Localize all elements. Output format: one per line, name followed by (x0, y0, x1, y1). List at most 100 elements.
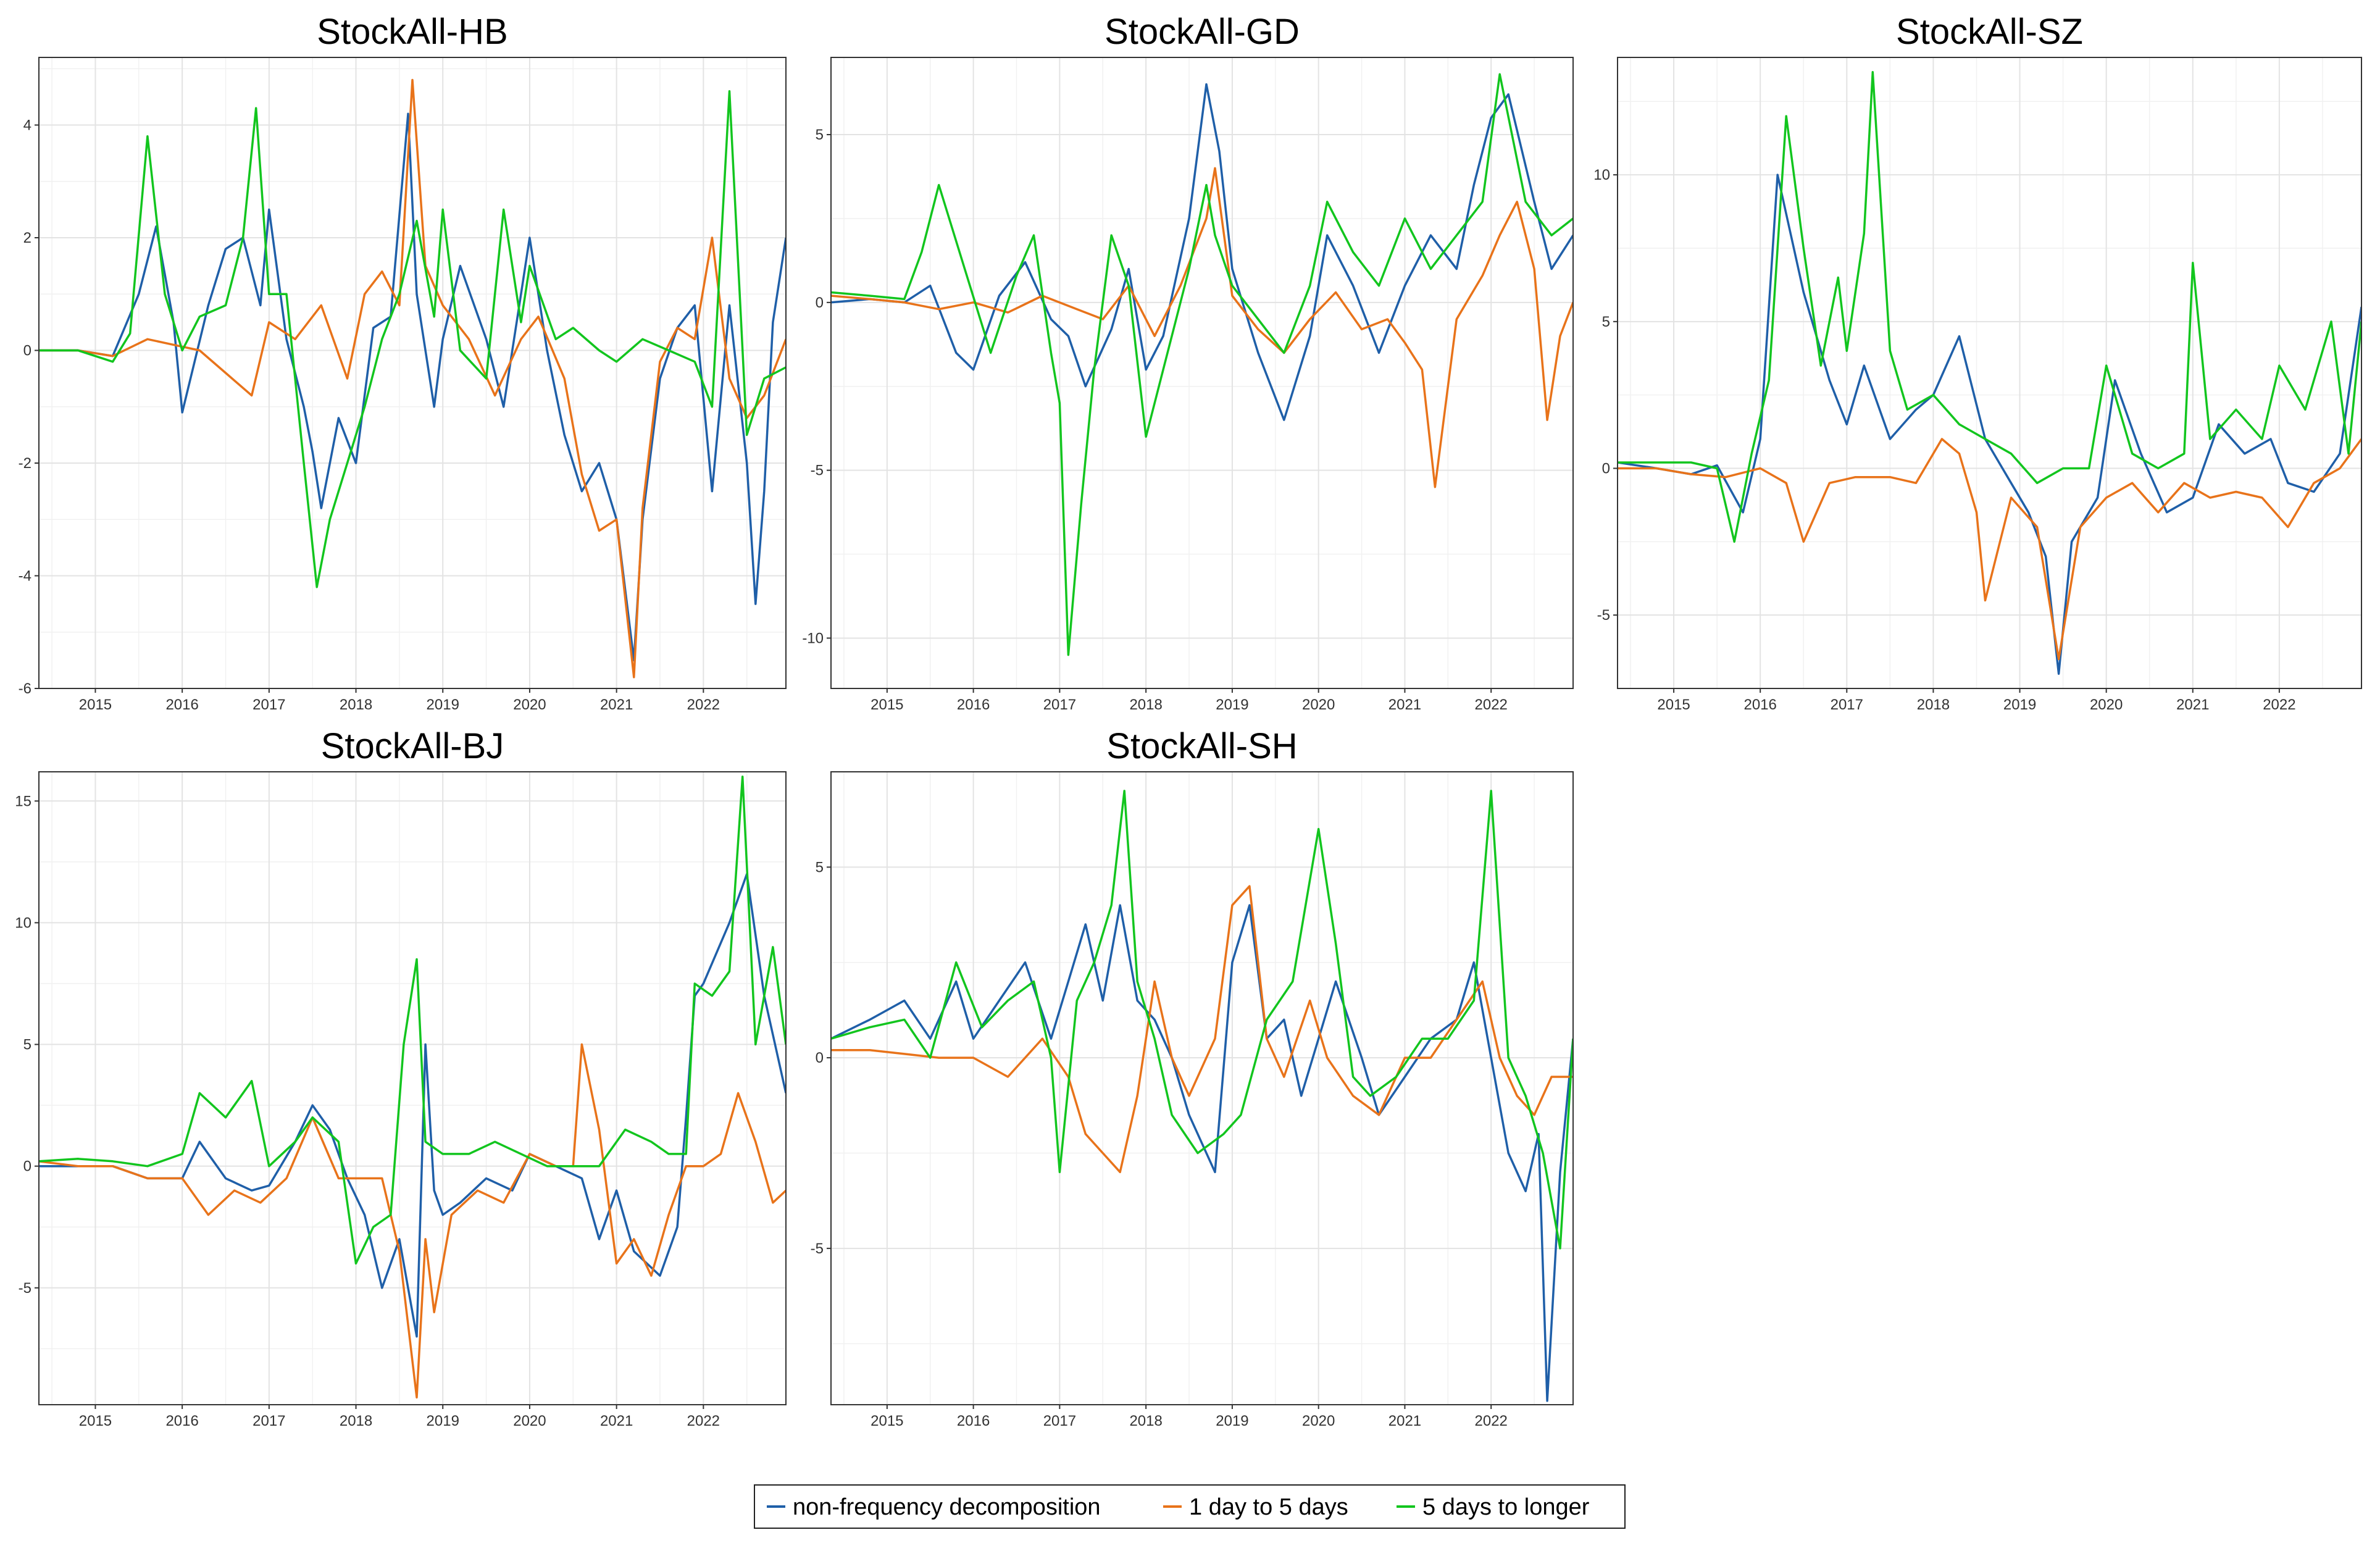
x-tick-label: 2015 (871, 1413, 903, 1429)
series-line (1618, 174, 2361, 675)
chart-panel: StockAll-BJ 2015 2016 2017 2018 2019 2020 2021 2… (15, 726, 787, 1429)
minor-gridlines (39, 772, 786, 1405)
x-tick-label: 2022 (1475, 696, 1508, 713)
x-tick-label: 2016 (957, 696, 990, 713)
plot-border (830, 771, 1574, 1405)
y-tick-label: 15 (15, 793, 31, 809)
legend-label: non-frequency decomposition (793, 1494, 1101, 1520)
y-tick-label: 4 (23, 117, 31, 134)
y-tick-label: -6 (19, 680, 31, 697)
legend-entry: 1 day to 5 days (1163, 1494, 1348, 1520)
y-tick-label: -10 (802, 630, 824, 646)
legend-entry: 5 days to longer (1397, 1494, 1590, 1520)
plot-border (38, 771, 787, 1405)
y-tick-label: 0 (23, 1158, 31, 1175)
y-tick-label: 5 (816, 859, 824, 876)
x-tick-label: 2016 (165, 1413, 198, 1429)
x-tick-label: 2021 (1388, 696, 1421, 713)
chart-panel: StockAll-SH 2015 2016 2017 2018 2019 2020 2021 2… (811, 726, 1574, 1429)
series-line (831, 83, 1573, 421)
series-line (39, 872, 786, 1338)
chart-title: StockAll-SH (1106, 726, 1297, 766)
x-tick-label: 2018 (1917, 696, 1950, 713)
minor-gridlines (39, 57, 786, 688)
x-tick-label: 2020 (2090, 696, 2123, 713)
x-tick-label: 2021 (1388, 1413, 1421, 1429)
x-tick-label: 2019 (1216, 696, 1248, 713)
y-tick-label: 10 (15, 914, 31, 931)
x-tick-label: 2015 (871, 696, 903, 713)
x-tick-label: 2015 (1657, 696, 1690, 713)
x-tick-label: 2020 (1302, 696, 1335, 713)
x-tick-label: 2017 (1831, 696, 1863, 713)
y-tick-label: -5 (811, 1240, 824, 1257)
y-tick-label: 0 (816, 295, 824, 311)
x-tick-label: 2018 (340, 696, 372, 713)
y-tick-label: 5 (23, 1037, 31, 1053)
series-line (1618, 71, 2361, 543)
chart-title: StockAll-HB (317, 12, 507, 52)
minor-gridlines (831, 772, 1573, 1405)
x-tick-label: 2020 (513, 1413, 546, 1429)
x-tick-label: 2022 (687, 696, 720, 713)
x-tick-label: 2017 (253, 1413, 285, 1429)
x-tick-label: 2016 (1743, 696, 1776, 713)
legend-label: 5 days to longer (1422, 1494, 1590, 1520)
plot-border (830, 57, 1574, 689)
series-line (39, 90, 786, 588)
chart-panel: StockAll-GD 2015 2016 2017 2018 2019 2020 2021 2… (802, 12, 1574, 713)
x-tick-label: 2018 (1129, 696, 1162, 713)
x-tick-label: 2020 (1302, 1413, 1335, 1429)
x-tick-label: 2016 (165, 696, 198, 713)
x-tick-label: 2015 (79, 1413, 112, 1429)
x-tick-label: 2022 (1475, 1413, 1508, 1429)
chart-title: StockAll-SZ (1896, 12, 2083, 52)
x-tick-label: 2017 (253, 696, 285, 713)
y-tick-label: -5 (1597, 607, 1610, 624)
x-tick-label: 2017 (1043, 696, 1076, 713)
y-tick-label: -5 (811, 462, 824, 479)
x-tick-label: 2015 (79, 696, 112, 713)
y-tick-label: 10 (1593, 167, 1610, 183)
legend-label: 1 day to 5 days (1189, 1494, 1348, 1520)
y-tick-label: 5 (1602, 314, 1610, 330)
x-tick-label: 2020 (513, 696, 546, 713)
series-line (39, 1043, 786, 1399)
series-line (39, 776, 786, 1265)
x-tick-label: 2021 (600, 696, 633, 713)
x-tick-label: 2019 (1216, 1413, 1248, 1429)
y-tick-label: 2 (23, 230, 31, 246)
x-tick-label: 2019 (427, 696, 459, 713)
series-line (1618, 438, 2361, 661)
x-tick-label: 2016 (957, 1413, 990, 1429)
y-tick-label: 0 (23, 343, 31, 359)
x-tick-label: 2021 (2176, 696, 2209, 713)
y-tick-label: 0 (1602, 460, 1610, 477)
minor-gridlines (1618, 57, 2361, 688)
series-line (831, 904, 1573, 1402)
x-tick-label: 2019 (427, 1413, 459, 1429)
plot-border (38, 57, 787, 689)
minor-gridlines (831, 57, 1573, 688)
series-line (831, 167, 1573, 488)
y-tick-label: 5 (816, 127, 824, 143)
x-tick-label: 2018 (340, 1413, 372, 1429)
x-tick-label: 2021 (600, 1413, 633, 1429)
legend-entry: non-frequency decomposition (767, 1494, 1101, 1520)
x-tick-label: 2017 (1043, 1413, 1076, 1429)
legend-box (754, 1484, 1626, 1529)
x-tick-label: 2018 (1129, 1413, 1162, 1429)
series-line (831, 790, 1573, 1250)
legend: non-frequency decomposition 1 day to 5 d… (754, 1484, 1626, 1529)
series-line (831, 73, 1573, 656)
x-tick-label: 2022 (687, 1413, 720, 1429)
x-tick-label: 2022 (2263, 696, 2295, 713)
x-tick-label: 2019 (2003, 696, 2036, 713)
chart-title: StockAll-GD (1104, 12, 1300, 52)
plot-border (1617, 57, 2362, 689)
chart-panel: StockAll-SZ 2015 2016 2017 2018 2019 2020 2021 2… (1593, 12, 2362, 713)
chart-panel: StockAll-HB 2015 2016 2017 2018 2019 2020 2021 2… (19, 12, 787, 713)
y-tick-label: 0 (816, 1050, 824, 1066)
